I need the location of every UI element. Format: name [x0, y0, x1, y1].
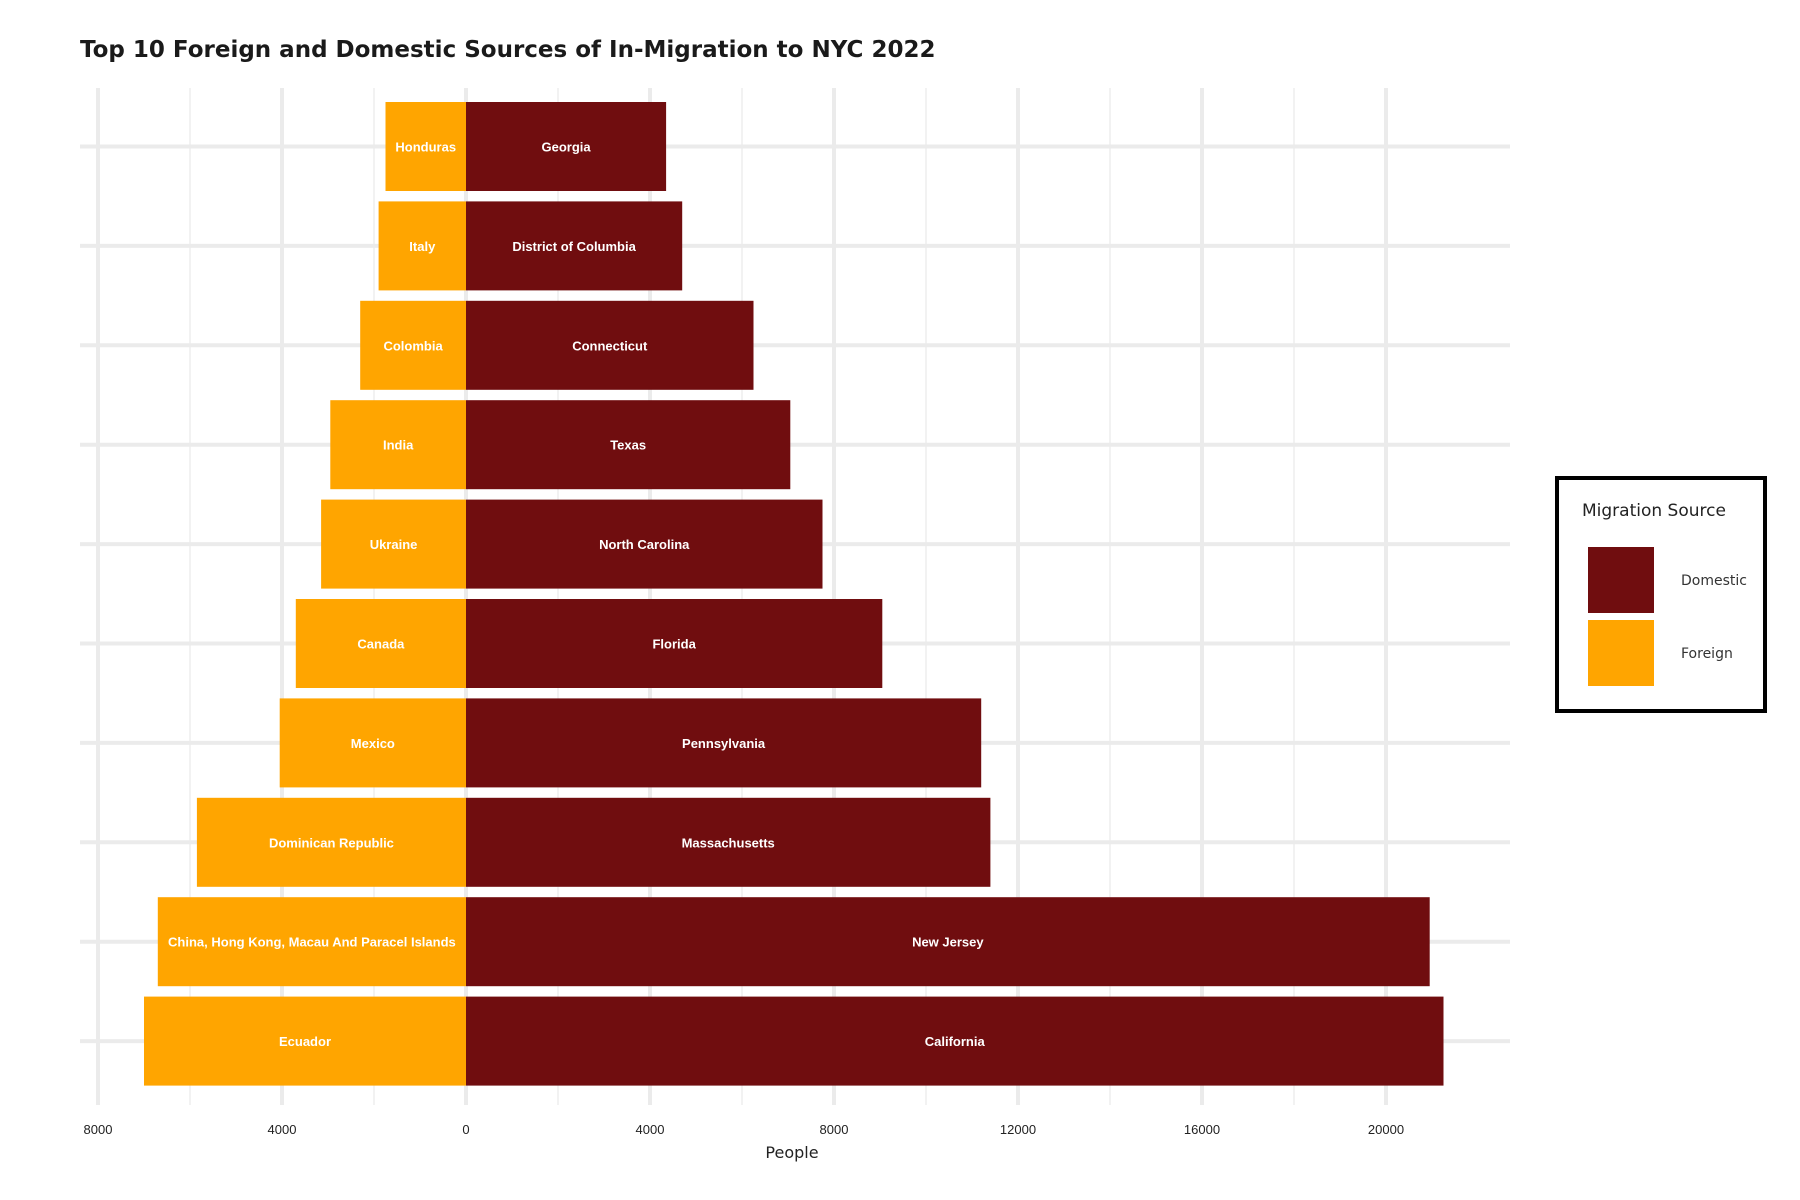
x-tick-label: 20000 — [1368, 1122, 1404, 1137]
bar-foreign — [144, 996, 466, 1086]
bar-label-foreign: India — [383, 438, 414, 453]
bar-label-domestic: District of Columbia — [512, 239, 636, 254]
chart-title: Top 10 Foreign and Domestic Sources of I… — [80, 37, 935, 63]
bar-domestic — [466, 599, 883, 688]
bar-foreign — [378, 201, 466, 291]
bar-label-foreign: Canada — [357, 637, 405, 652]
bar-label-domestic: North Carolina — [599, 537, 690, 552]
bar-foreign — [321, 499, 466, 589]
bars: Ecuador California China, Hong Kong, Macau… — [144, 102, 1444, 1086]
bar-domestic — [466, 797, 991, 887]
bar-domestic — [466, 499, 823, 589]
x-tick-label: 4000 — [268, 1122, 297, 1137]
bar-foreign — [157, 897, 467, 987]
bar-foreign — [360, 300, 466, 390]
bar-label-foreign: Italy — [409, 239, 436, 254]
legend-swatch-foreign — [1588, 620, 1654, 686]
bar-label-domestic: Georgia — [541, 140, 591, 155]
x-tick-label: 0 — [462, 1122, 469, 1137]
bar-label-foreign: Ecuador — [279, 1034, 331, 1049]
x-tick-label: 12000 — [1000, 1122, 1036, 1137]
x-axis-label: People — [765, 1143, 818, 1162]
bar-label-domestic: Massachusetts — [682, 835, 775, 850]
bar-label-domestic: Florida — [652, 637, 696, 652]
bar-label-foreign: Dominican Republic — [269, 835, 394, 850]
bar-label-domestic: Connecticut — [572, 338, 648, 353]
x-tick-label: 8000 — [820, 1122, 849, 1137]
bar-label-foreign: Colombia — [383, 338, 443, 353]
x-tick-label: 8000 — [84, 1122, 113, 1137]
legend: Migration Source Domestic Foreign — [1555, 476, 1767, 713]
bar-foreign — [279, 698, 466, 788]
legend-title: Migration Source — [1582, 501, 1726, 521]
legend-swatch-domestic — [1588, 547, 1654, 613]
bar-foreign — [330, 400, 466, 490]
bar-label-foreign: China, Hong Kong, Macau And Paracel Isla… — [168, 935, 456, 950]
bar-domestic — [466, 300, 754, 390]
bar-label-foreign: Ukraine — [370, 537, 418, 552]
bar-foreign — [295, 599, 466, 688]
bar-label-domestic: Pennsylvania — [682, 736, 766, 751]
legend-label-domestic: Domestic — [1681, 573, 1747, 589]
bar-domestic — [466, 400, 791, 490]
x-tick-label: 4000 — [636, 1122, 665, 1137]
bar-foreign — [196, 797, 466, 887]
legend-items: Domestic Foreign — [1588, 547, 1747, 686]
x-tick-label: 16000 — [1184, 1122, 1220, 1137]
bar-domestic — [466, 102, 667, 191]
legend-label-foreign: Foreign — [1681, 646, 1733, 662]
bar-label-foreign: Mexico — [351, 736, 395, 751]
bar-domestic — [466, 698, 982, 788]
bar-label-domestic: New Jersey — [912, 935, 984, 950]
bar-label-domestic: Texas — [610, 438, 646, 453]
bar-foreign — [385, 102, 466, 191]
bar-label-foreign: Honduras — [395, 140, 456, 155]
x-axis-ticks: 8000 4000 0 4000 8000 12000 16000 20000 — [84, 1122, 1405, 1137]
bar-domestic — [466, 897, 1430, 987]
bar-domestic — [466, 201, 683, 291]
bar-label-domestic: California — [925, 1034, 986, 1049]
bar-domestic — [466, 996, 1444, 1086]
